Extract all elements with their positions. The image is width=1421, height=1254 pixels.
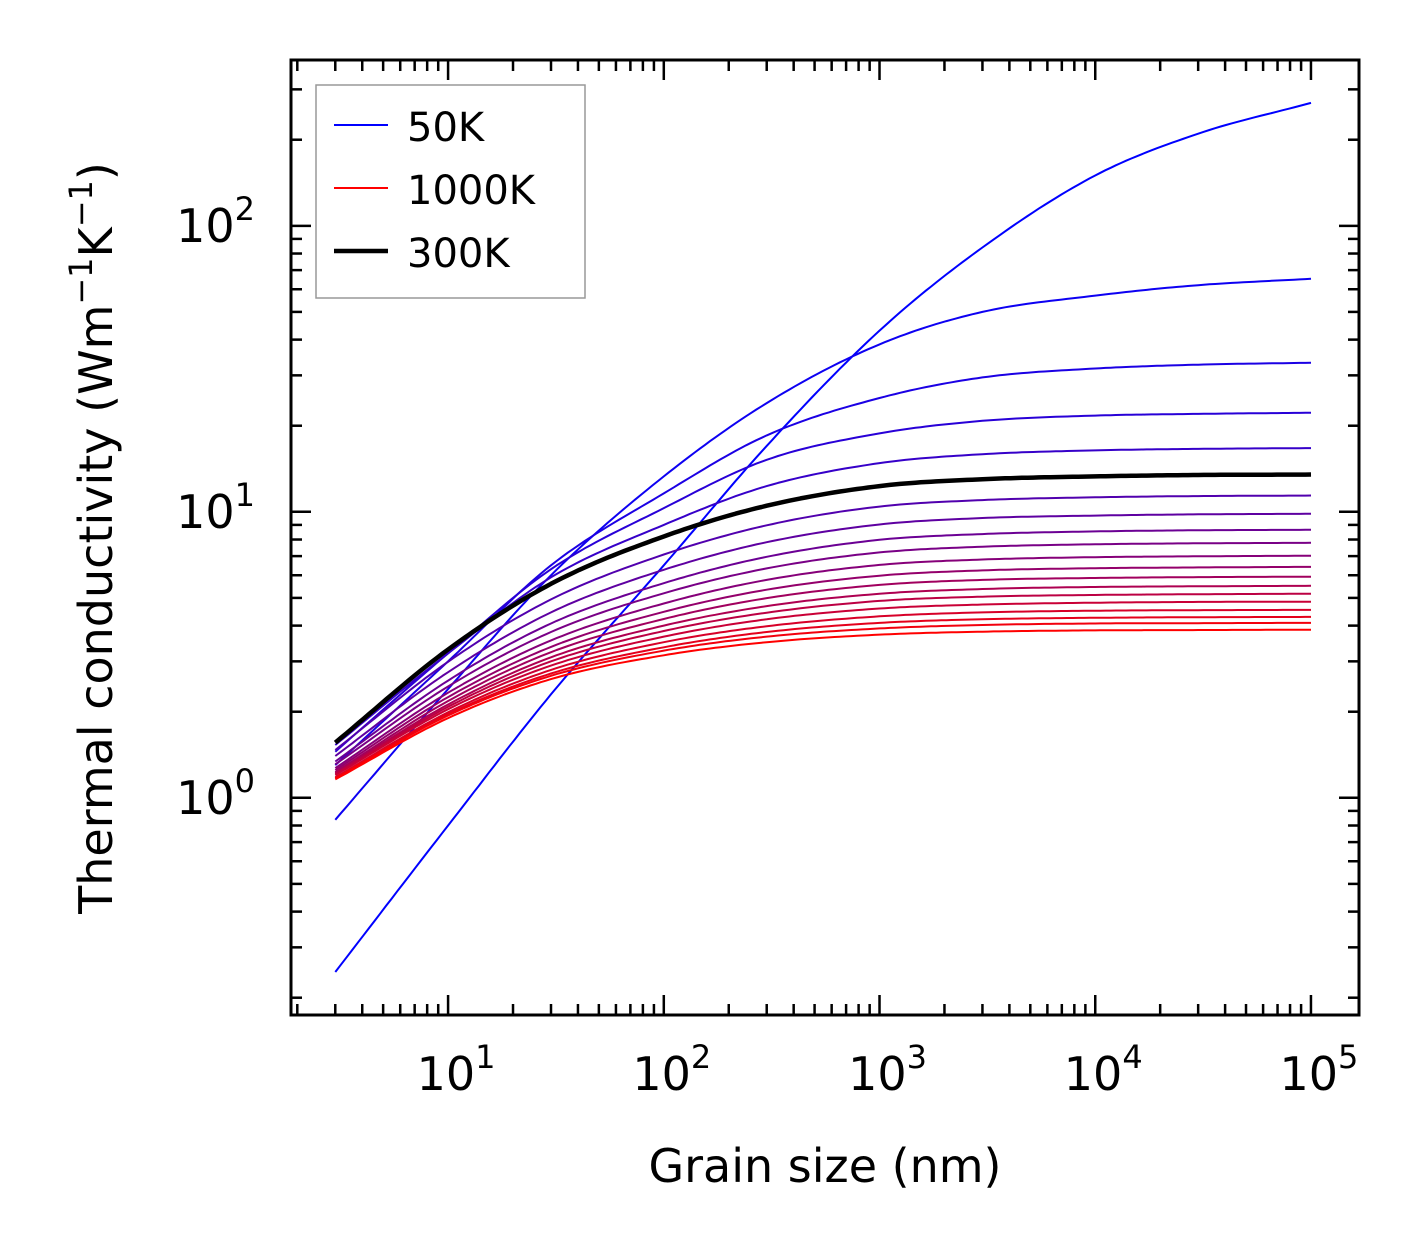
x-tick-label: 104 [1064, 1038, 1143, 1101]
y-tick-label: 102 [176, 190, 255, 253]
legend-box [315, 84, 586, 299]
y-axis-label: Thermal conductivity (Wm−1K−1) [62, 162, 123, 915]
series-line-50k [334, 101, 1312, 973]
series-line-900k [334, 615, 1311, 780]
x-axis-label: Grain size (nm) [649, 1139, 1002, 1193]
x-tick-label: 103 [848, 1038, 927, 1101]
series-line-600k [334, 565, 1311, 771]
x-tick-label: 105 [1280, 1038, 1359, 1101]
series-line-750k [334, 592, 1312, 775]
series-line-650k [334, 575, 1311, 773]
series-lines [333, 101, 1312, 973]
y-axis-label-sup2: −1 [62, 180, 100, 227]
plot-frame [289, 58, 1361, 1017]
legend-label-50k: 50K [407, 105, 486, 151]
series-line-550k [334, 554, 1311, 769]
y-axis-label-sup1: −1 [62, 257, 100, 304]
series-line-500k [334, 541, 1312, 766]
series-line-850k [334, 608, 1311, 779]
y-tick-label: 101 [176, 476, 255, 539]
legend-label-1000k: 1000K [407, 168, 537, 214]
legend-label-300k: 300K [407, 231, 511, 277]
y-tick-label: 100 [176, 762, 255, 825]
y-axis-label-base: Thermal conductivity (Wm [69, 305, 123, 915]
y-axis-label-end: ) [69, 162, 123, 180]
series-line-1000k [334, 628, 1311, 781]
legend: 50K 1000K 300K [315, 84, 586, 299]
series-line-200k [334, 411, 1311, 753]
x-tick-labels: 101 102 103 104 105 [417, 1038, 1359, 1101]
series-line-950k [334, 621, 1311, 780]
series-line-100k [334, 277, 1312, 821]
series-line-450k [334, 528, 1311, 763]
series-line-800k [334, 600, 1311, 777]
y-axis-label-mid: K [69, 225, 123, 257]
x-tick-label: 101 [417, 1038, 496, 1101]
series-line-300k [333, 472, 1312, 745]
y-tick-labels: 100 101 102 [176, 190, 255, 825]
series-line-400k [334, 512, 1311, 757]
axis-ticks [291, 60, 1359, 1015]
series-line-150k [334, 361, 1312, 766]
series-line-700k [334, 584, 1312, 774]
series-line-350k [334, 494, 1312, 751]
x-tick-label: 102 [632, 1038, 711, 1101]
